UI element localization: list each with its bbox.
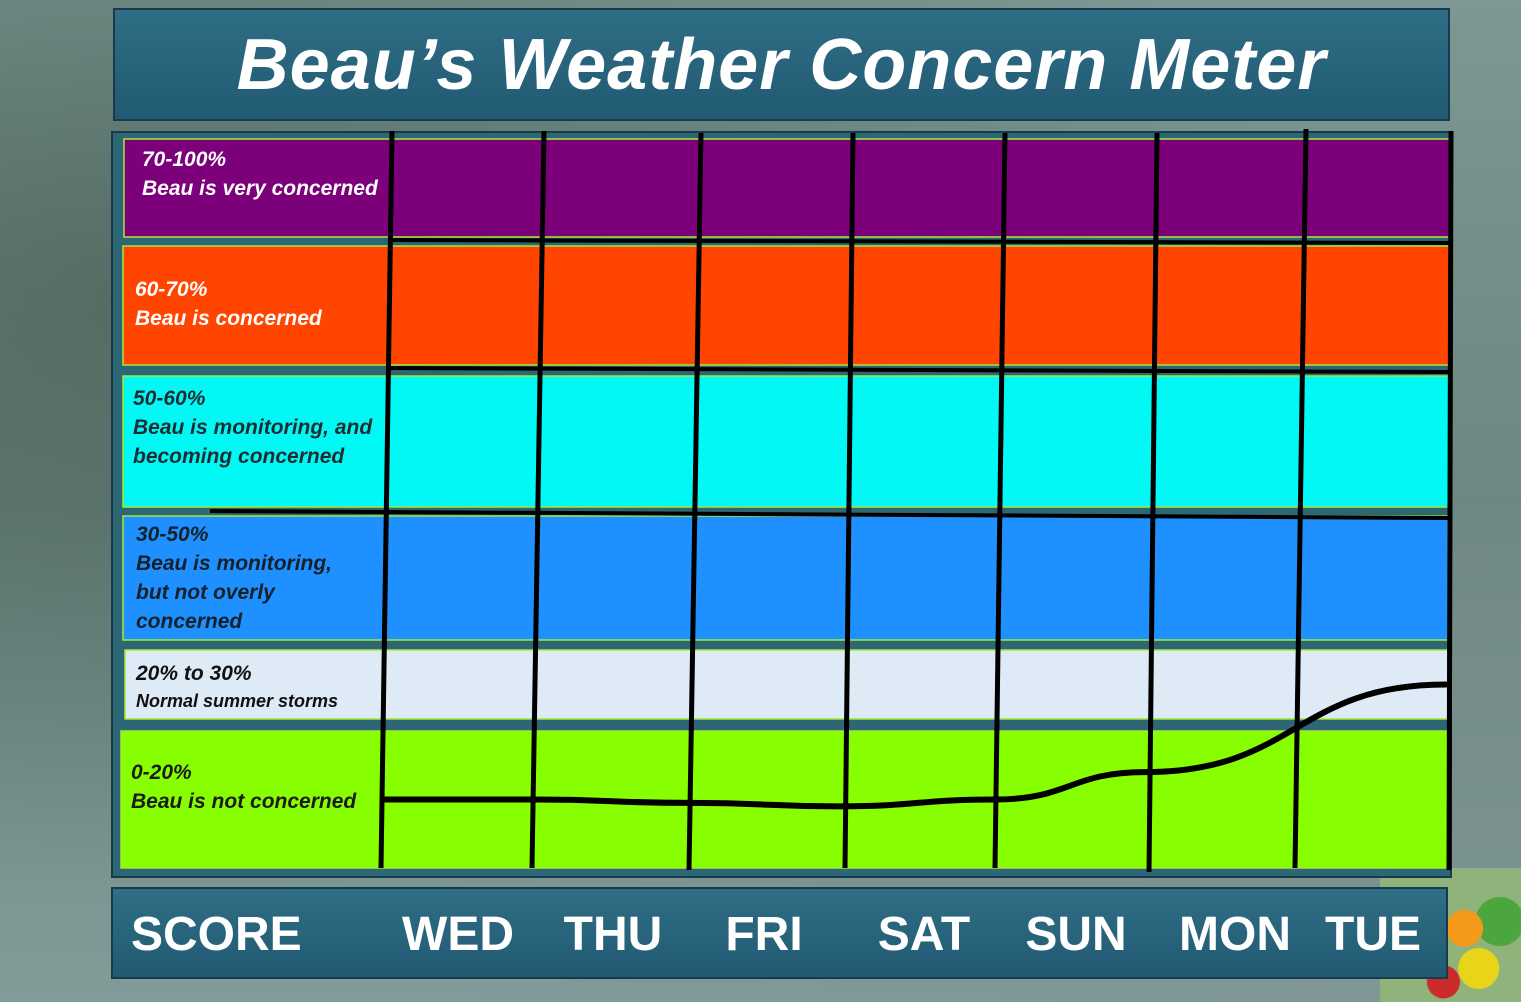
band-description: Beau is concerned — [135, 307, 322, 330]
band-range: 0-20% — [131, 761, 192, 784]
score-axis-label: SCORE — [131, 908, 302, 961]
band-0 — [123, 138, 1451, 238]
v-gridline-7 — [1446, 130, 1454, 871]
band-range: 50-60% — [133, 387, 206, 410]
band-1 — [122, 245, 1451, 366]
chart-title: Beau’s Weather Concern Meter — [236, 24, 1327, 105]
band-range: 30-50% — [136, 523, 209, 546]
title-panel: Beau’s Weather Concern Meter — [113, 8, 1450, 121]
v-gridline-1 — [529, 130, 547, 869]
band-description: Beau is very concerned — [142, 177, 378, 200]
day-axis-panel: SCORE WED THU FRI SAT SUN MON TUE — [111, 887, 1448, 979]
v-gridline-5 — [1146, 132, 1160, 873]
band-label-1: 60-70% Beau is concerned — [135, 275, 375, 333]
band-range: 60-70% — [135, 278, 208, 301]
day-label-wed: WED — [402, 908, 514, 961]
h-gridline-0 — [389, 238, 1451, 245]
band-description: Beau is monitoring, but not overly conce… — [136, 552, 333, 633]
band-label-3: 30-50% Beau is monitoring, but not overly… — [136, 520, 366, 636]
h-gridline-1 — [389, 366, 1451, 374]
day-label-thu: THU — [563, 908, 663, 961]
v-gridline-3 — [842, 132, 856, 869]
concern-line — [382, 681, 1449, 810]
band-description: Normal summer storms — [136, 691, 339, 711]
v-gridline-0 — [378, 130, 395, 869]
band-label-2: 50-60% Beau is monitoring, and becoming c… — [133, 384, 373, 471]
band-label-5: 0-20% Beau is not concerned — [131, 758, 371, 816]
band-4 — [124, 649, 1449, 720]
day-label-sat: SAT — [877, 908, 971, 961]
band-description: Beau is not concerned — [131, 790, 357, 813]
band-range: 20% to 30% — [136, 662, 252, 685]
v-gridline-2 — [686, 132, 704, 871]
band-label-0: 70-100% Beau is very concerned — [142, 145, 382, 203]
day-label-tue: TUE — [1325, 908, 1421, 961]
band-description: Beau is monitoring, and becoming concern… — [133, 416, 373, 468]
v-gridline-4 — [992, 132, 1008, 869]
day-label-fri: FRI — [725, 908, 803, 961]
band-range: 70-100% — [142, 148, 227, 171]
day-label-mon: MON — [1179, 908, 1291, 961]
day-label-sun: SUN — [1025, 908, 1127, 961]
band-label-4: 20% to 30% Normal summer storms — [136, 659, 376, 714]
band-2 — [122, 375, 1451, 508]
v-gridline-6 — [1292, 128, 1309, 869]
h-gridline-2 — [209, 509, 1451, 520]
band-5 — [120, 730, 1450, 869]
band-3 — [122, 515, 1449, 641]
